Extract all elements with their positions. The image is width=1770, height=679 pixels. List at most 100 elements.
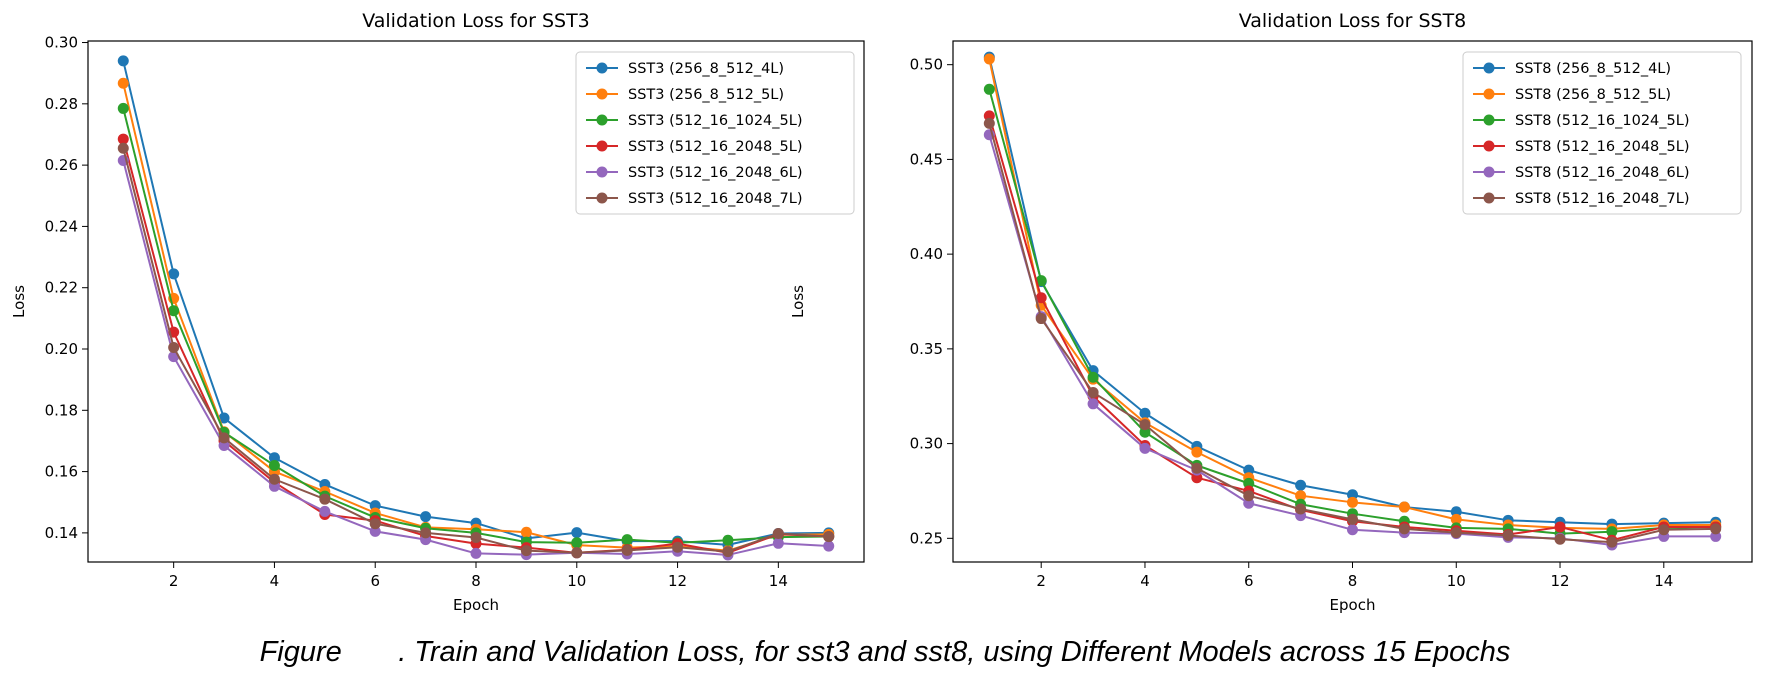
data-point — [1554, 521, 1566, 533]
data-point — [470, 531, 482, 543]
data-point — [520, 545, 532, 557]
figure-caption-prefix: Figure — [259, 636, 342, 668]
data-point — [117, 142, 129, 154]
data-point — [1347, 489, 1358, 501]
y-tick-label: 0.25 — [910, 529, 943, 547]
data-point — [520, 526, 532, 538]
legend-marker — [1483, 62, 1495, 74]
y-tick-label: 0.22 — [45, 279, 78, 297]
x-tick-label: 12 — [668, 572, 687, 590]
data-point — [983, 83, 995, 95]
data-point — [1087, 371, 1099, 383]
y-tick-label: 0.40 — [910, 245, 943, 263]
data-point — [420, 511, 432, 523]
legend-item: SST3 (512_16_2048_5L) — [586, 139, 803, 155]
data-point — [1243, 490, 1255, 502]
data-point — [1606, 526, 1618, 538]
data-point — [823, 540, 835, 552]
data-point — [1191, 462, 1203, 474]
chart-title: Validation Loss for SST8 — [1239, 10, 1467, 32]
data-point — [218, 432, 230, 444]
data-point — [1035, 292, 1047, 304]
legend-marker — [596, 140, 608, 152]
chart-title: Validation Loss for SST3 — [362, 10, 590, 32]
data-point — [1450, 527, 1462, 539]
x-tick-label: 2 — [169, 572, 179, 590]
data-point — [1139, 407, 1151, 419]
legend-label: SST8 (512_16_1024_5L) — [1515, 113, 1690, 129]
legend-item: SST3 (256_8_512_4L) — [586, 61, 784, 77]
legend-label: SST3 (512_16_2048_5L) — [628, 139, 803, 155]
data-point — [168, 268, 180, 280]
y-tick-label: 0.30 — [45, 34, 78, 52]
x-tick-label: 6 — [1244, 572, 1254, 590]
data-point — [117, 55, 129, 67]
data-point — [571, 537, 583, 549]
data-point — [1295, 503, 1307, 515]
data-point — [1243, 497, 1255, 509]
legend-item: SST3 (512_16_2048_7L) — [586, 191, 803, 207]
legend-marker — [596, 62, 608, 74]
y-tick-label: 0.16 — [45, 463, 78, 481]
legend-item: SST3 (512_16_2048_6L) — [586, 165, 803, 181]
data-point — [1450, 513, 1462, 525]
data-point — [218, 440, 230, 452]
data-point — [1035, 275, 1047, 287]
data-point — [369, 518, 381, 530]
y-tick-label: 0.18 — [45, 401, 78, 419]
legend-item: SST8 (512_16_2048_5L) — [1473, 139, 1690, 155]
data-point — [117, 133, 129, 145]
y-tick-label: 0.28 — [45, 95, 78, 113]
x-tick-label: 10 — [567, 572, 586, 590]
legend-item: SST8 (512_16_2048_6L) — [1473, 165, 1690, 181]
data-point — [218, 412, 230, 424]
data-point — [168, 305, 180, 317]
x-tick-label: 8 — [1348, 572, 1358, 590]
data-point — [722, 546, 734, 558]
legend-label: SST8 (256_8_512_5L) — [1515, 87, 1671, 103]
legend-item: SST8 (256_8_512_4L) — [1473, 61, 1671, 77]
x-tick-label: 4 — [1140, 572, 1150, 590]
legend: SST8 (256_8_512_4L) SST8 (256_8_512_5L) SS… — [1462, 51, 1742, 215]
y-axis-label: Loss — [789, 285, 807, 318]
y-tick-label: 0.50 — [910, 56, 943, 74]
data-point — [722, 534, 734, 546]
x-axis-label: Epoch — [1330, 596, 1376, 614]
data-point — [420, 527, 432, 539]
data-point — [1347, 524, 1358, 536]
data-point — [1450, 506, 1462, 518]
plot-frame — [87, 40, 865, 563]
y-tick-label: 0.20 — [45, 340, 78, 358]
legend-box — [575, 51, 855, 215]
x-tick-label: 6 — [370, 572, 380, 590]
legend-item: SST3 (256_8_512_5L) — [586, 87, 784, 103]
legend-marker — [596, 88, 608, 100]
legend-marker — [1483, 114, 1495, 126]
y-tick-label: 0.14 — [45, 524, 78, 542]
data-point — [319, 505, 331, 517]
data-point — [1710, 523, 1722, 535]
data-point — [117, 102, 129, 114]
data-point — [772, 537, 784, 549]
data-point — [470, 547, 482, 559]
data-point — [983, 53, 995, 65]
legend-marker — [596, 166, 608, 178]
data-point — [571, 547, 583, 559]
legend-box — [1462, 51, 1742, 215]
y-tick-label: 0.30 — [910, 435, 943, 453]
y-tick-label: 0.24 — [45, 217, 78, 235]
legend-marker — [1483, 166, 1495, 178]
data-point — [1191, 472, 1203, 484]
legend-item: SST8 (512_16_2048_7L) — [1473, 191, 1690, 207]
data-point — [1243, 464, 1255, 476]
data-point — [1398, 501, 1410, 513]
data-point — [1087, 386, 1099, 398]
legend-marker — [1483, 88, 1495, 100]
legend-marker — [596, 192, 608, 204]
data-point — [268, 459, 280, 471]
data-point — [621, 544, 633, 556]
data-point — [1191, 446, 1203, 458]
x-tick-label: 8 — [471, 572, 481, 590]
legend-label: SST8 (512_16_2048_7L) — [1515, 191, 1690, 207]
data-point — [1243, 477, 1255, 489]
